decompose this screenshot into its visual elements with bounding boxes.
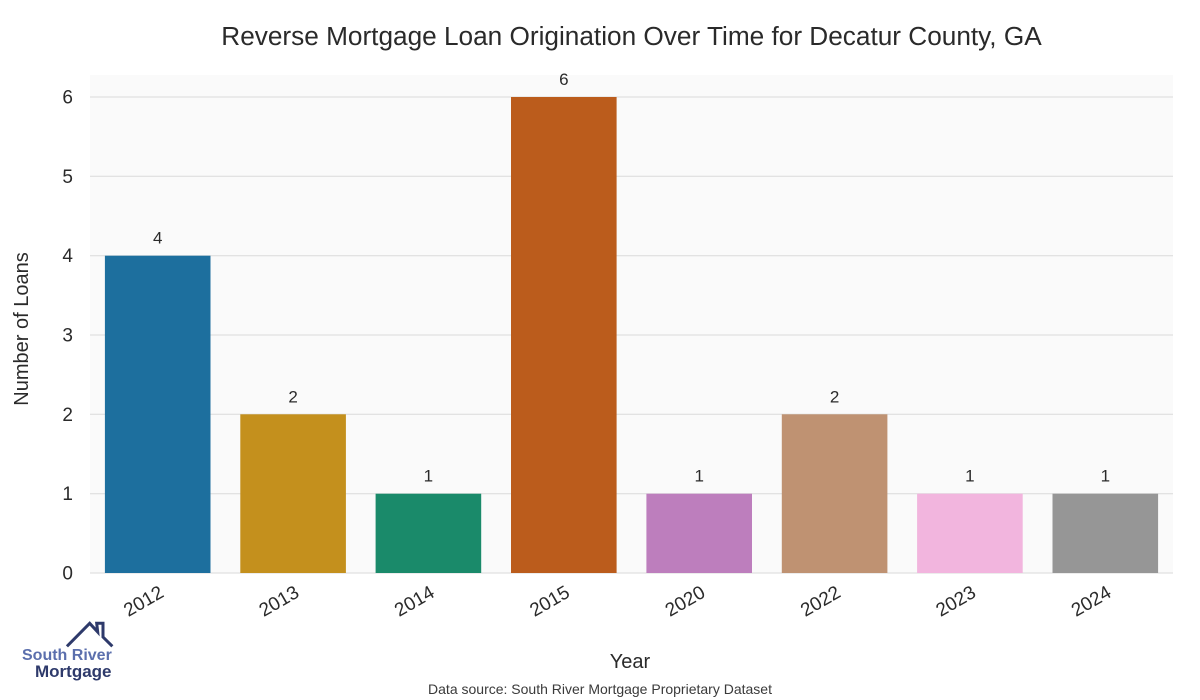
svg-text:3: 3 [62, 326, 73, 347]
svg-text:Number of Loans: Number of Loans [11, 252, 33, 405]
svg-text:2012: 2012 [120, 582, 167, 621]
svg-text:2022: 2022 [797, 582, 844, 621]
svg-text:1: 1 [1101, 467, 1110, 486]
svg-text:1: 1 [62, 484, 73, 505]
svg-text:4: 4 [153, 229, 162, 248]
svg-text:2: 2 [830, 387, 839, 406]
svg-text:2024: 2024 [1068, 582, 1115, 622]
svg-text:2023: 2023 [933, 582, 980, 621]
svg-text:2: 2 [62, 405, 73, 426]
svg-text:Year: Year [610, 651, 651, 673]
svg-text:1: 1 [965, 467, 974, 486]
svg-text:2014: 2014 [391, 582, 438, 622]
svg-text:5: 5 [62, 167, 73, 188]
svg-text:4: 4 [62, 246, 73, 267]
svg-text:2015: 2015 [526, 582, 573, 621]
svg-text:1: 1 [694, 467, 703, 486]
svg-text:1: 1 [424, 467, 433, 486]
svg-text:2020: 2020 [662, 582, 709, 621]
svg-text:6: 6 [62, 88, 73, 109]
svg-text:6: 6 [559, 70, 568, 89]
svg-text:0: 0 [62, 564, 73, 585]
svg-text:2: 2 [288, 387, 297, 406]
svg-text:2013: 2013 [256, 582, 303, 621]
